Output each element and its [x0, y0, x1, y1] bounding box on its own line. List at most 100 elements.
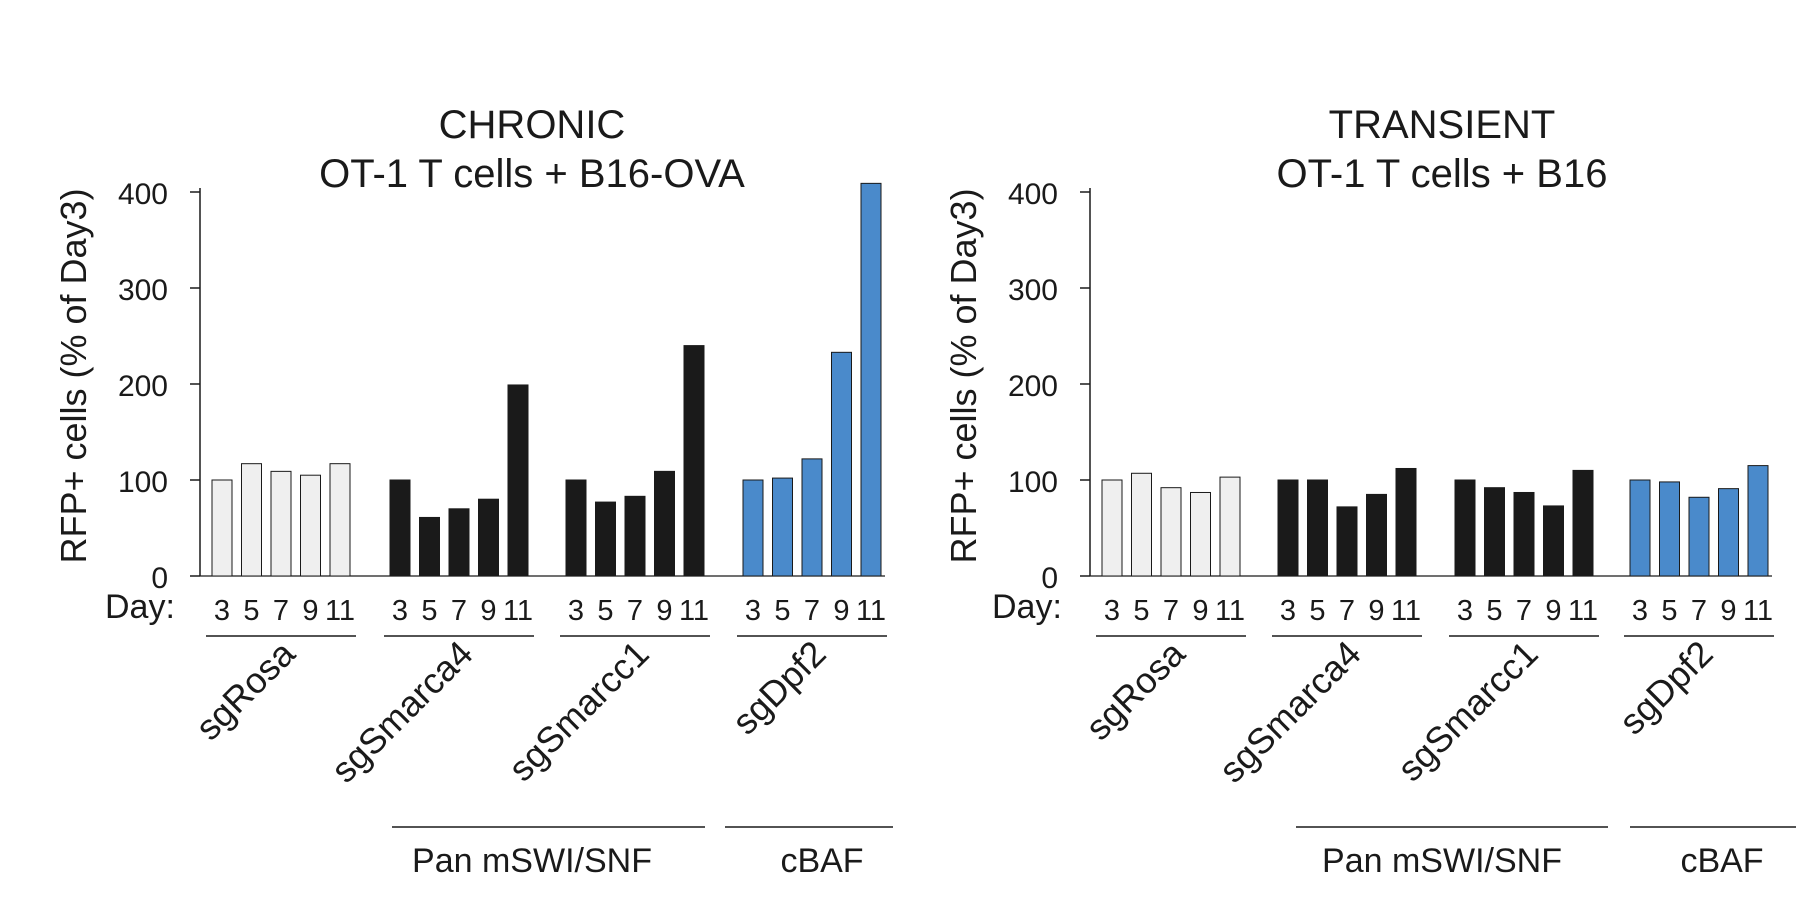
bar-sgSmarcc1-day7: [1513, 491, 1535, 577]
bar-sgSmarcc1-day11: [1572, 469, 1594, 577]
bar-sgSmarcc1-day5: [595, 501, 616, 577]
chart-panel-2: TRANSIENT OT-1 T cells + B16 RFP+ cells (%…: [943, 103, 1796, 880]
x-tick-label: 9: [480, 595, 496, 627]
x-tick-label: 7: [1691, 595, 1707, 627]
bar-sgRosa-day9: [1190, 491, 1211, 577]
x-tick-label: 11: [325, 595, 355, 627]
day-axis-label: Day:: [992, 588, 1062, 626]
x-tick-label: 5: [597, 595, 613, 627]
x-tick-label: 11: [1391, 595, 1421, 627]
x-tick-label: 11: [856, 595, 886, 627]
x-tick-label: 3: [392, 595, 408, 627]
bar-sgSmarca4-day11: [507, 384, 529, 577]
group-label-sgRosa: sgRosa: [187, 632, 303, 748]
bar-sgDpf2-day3: [742, 479, 764, 577]
x-tick-label: 7: [804, 595, 820, 627]
x-tick-label: 9: [833, 595, 849, 627]
bar-sgSmarcc1-day3: [565, 479, 587, 577]
x-tick-label: 9: [1545, 595, 1561, 627]
bar-sgRosa-day7: [270, 470, 292, 577]
bar-sgSmarcc1-day7: [624, 495, 646, 577]
x-tick-label: 5: [421, 595, 437, 627]
y-tick-label: 400: [1008, 178, 1058, 211]
x-tick-label: 3: [745, 595, 761, 627]
x-tick-label: 11: [1568, 595, 1598, 627]
bar-sgRosa-day7: [1160, 487, 1182, 577]
bar-sgRosa-day11: [329, 463, 351, 577]
y-axis-label: RFP+ cells (% of Day3): [53, 188, 94, 563]
bar-sgSmarcc1-day3: [1454, 479, 1476, 577]
group-label-sgSmarca4: sgSmarca4: [323, 633, 481, 791]
bar-sgSmarcc1-day9: [1543, 505, 1564, 577]
group-label-sgDpf2: sgDpf2: [1611, 633, 1721, 743]
bar-sgDpf2-day7: [1688, 496, 1710, 577]
x-tick-label: 9: [1720, 595, 1736, 627]
bar-sgRosa-day3: [211, 479, 233, 577]
bar-sgSmarca4-day7: [1336, 506, 1358, 577]
x-tick-label: 3: [1104, 595, 1120, 627]
bar-sgRosa-day9: [300, 474, 321, 577]
x-tick-label: 7: [1339, 595, 1355, 627]
y-tick-label: 400: [118, 178, 168, 211]
x-tick-label: 3: [568, 595, 584, 627]
group-label-sgSmarcc1: sgSmarcc1: [1389, 633, 1545, 789]
x-tick-label: 7: [1163, 595, 1179, 627]
x-tick-label: 5: [1661, 595, 1677, 627]
bar-sgDpf2-day5: [1659, 481, 1680, 577]
bar-sgSmarcc1-day9: [654, 470, 675, 577]
x-tick-label: 9: [1368, 595, 1384, 627]
bar-sgDpf2-day9: [1718, 488, 1739, 577]
group-label-sgRosa: sgRosa: [1077, 632, 1193, 748]
x-tick-label: 5: [1486, 595, 1502, 627]
y-tick-label: 0: [1041, 562, 1058, 595]
bar-sgSmarca4-day5: [1307, 479, 1328, 577]
group-label-sgDpf2: sgDpf2: [724, 633, 834, 743]
y-tick-label: 0: [151, 562, 168, 595]
x-tick-label: 7: [451, 595, 467, 627]
bar-sgSmarca4-day3: [1277, 479, 1299, 577]
bracket-pan-label: Pan mSWI/SNF: [412, 842, 652, 880]
bar-sgSmarcc1-day11: [683, 345, 705, 577]
bar-sgRosa-day5: [1131, 472, 1152, 577]
x-tick-label: 5: [243, 595, 259, 627]
chart-title-line1: CHRONIC: [439, 103, 626, 147]
x-tick-label: 7: [627, 595, 643, 627]
x-tick-label: 5: [1309, 595, 1325, 627]
bar-sgRosa-day11: [1219, 476, 1241, 577]
day-axis-label: Day:: [105, 588, 175, 626]
bar-sgSmarca4-day9: [478, 498, 499, 577]
y-axis-label: RFP+ cells (% of Day3): [943, 188, 984, 563]
y-tick-label: 300: [1008, 274, 1058, 307]
x-tick-label: 9: [1192, 595, 1208, 627]
y-tick-label: 200: [1008, 370, 1058, 403]
x-tick-label: 11: [503, 595, 533, 627]
bar-sgSmarca4-day3: [389, 479, 411, 577]
bar-sgSmarcc1-day5: [1484, 487, 1505, 577]
bar-sgDpf2-day7: [801, 458, 823, 577]
bar-sgDpf2-day5: [772, 477, 793, 577]
bracket-cbaf-label: cBAF: [1680, 842, 1763, 880]
chart-title-line1: TRANSIENT: [1329, 103, 1556, 147]
x-tick-label: 11: [1215, 595, 1245, 627]
bar-sgDpf2-day9: [831, 351, 852, 577]
bar-sgSmarca4-day7: [448, 508, 470, 577]
x-tick-label: 5: [774, 595, 790, 627]
x-tick-label: 7: [1516, 595, 1532, 627]
bar-sgRosa-day5: [241, 463, 262, 577]
chart-panel-1: CHRONIC OT-1 T cells + B16-OVA RFP+ cells …: [53, 103, 893, 880]
x-tick-label: 9: [656, 595, 672, 627]
x-tick-label: 11: [1743, 595, 1773, 627]
bracket-pan-label: Pan mSWI/SNF: [1322, 842, 1562, 880]
bar-sgSmarca4-day9: [1366, 493, 1387, 577]
x-tick-label: 7: [273, 595, 289, 627]
bar-sgSmarca4-day11: [1395, 467, 1417, 577]
bar-sgDpf2-day3: [1629, 479, 1651, 577]
x-tick-label: 9: [302, 595, 318, 627]
bar-sgDpf2-day11: [1747, 465, 1769, 577]
chart-title-line2: OT-1 T cells + B16-OVA: [319, 152, 745, 196]
y-tick-label: 100: [118, 466, 168, 499]
x-tick-label: 3: [1457, 595, 1473, 627]
x-tick-label: 3: [1632, 595, 1648, 627]
bracket-cbaf-label: cBAF: [780, 842, 863, 880]
